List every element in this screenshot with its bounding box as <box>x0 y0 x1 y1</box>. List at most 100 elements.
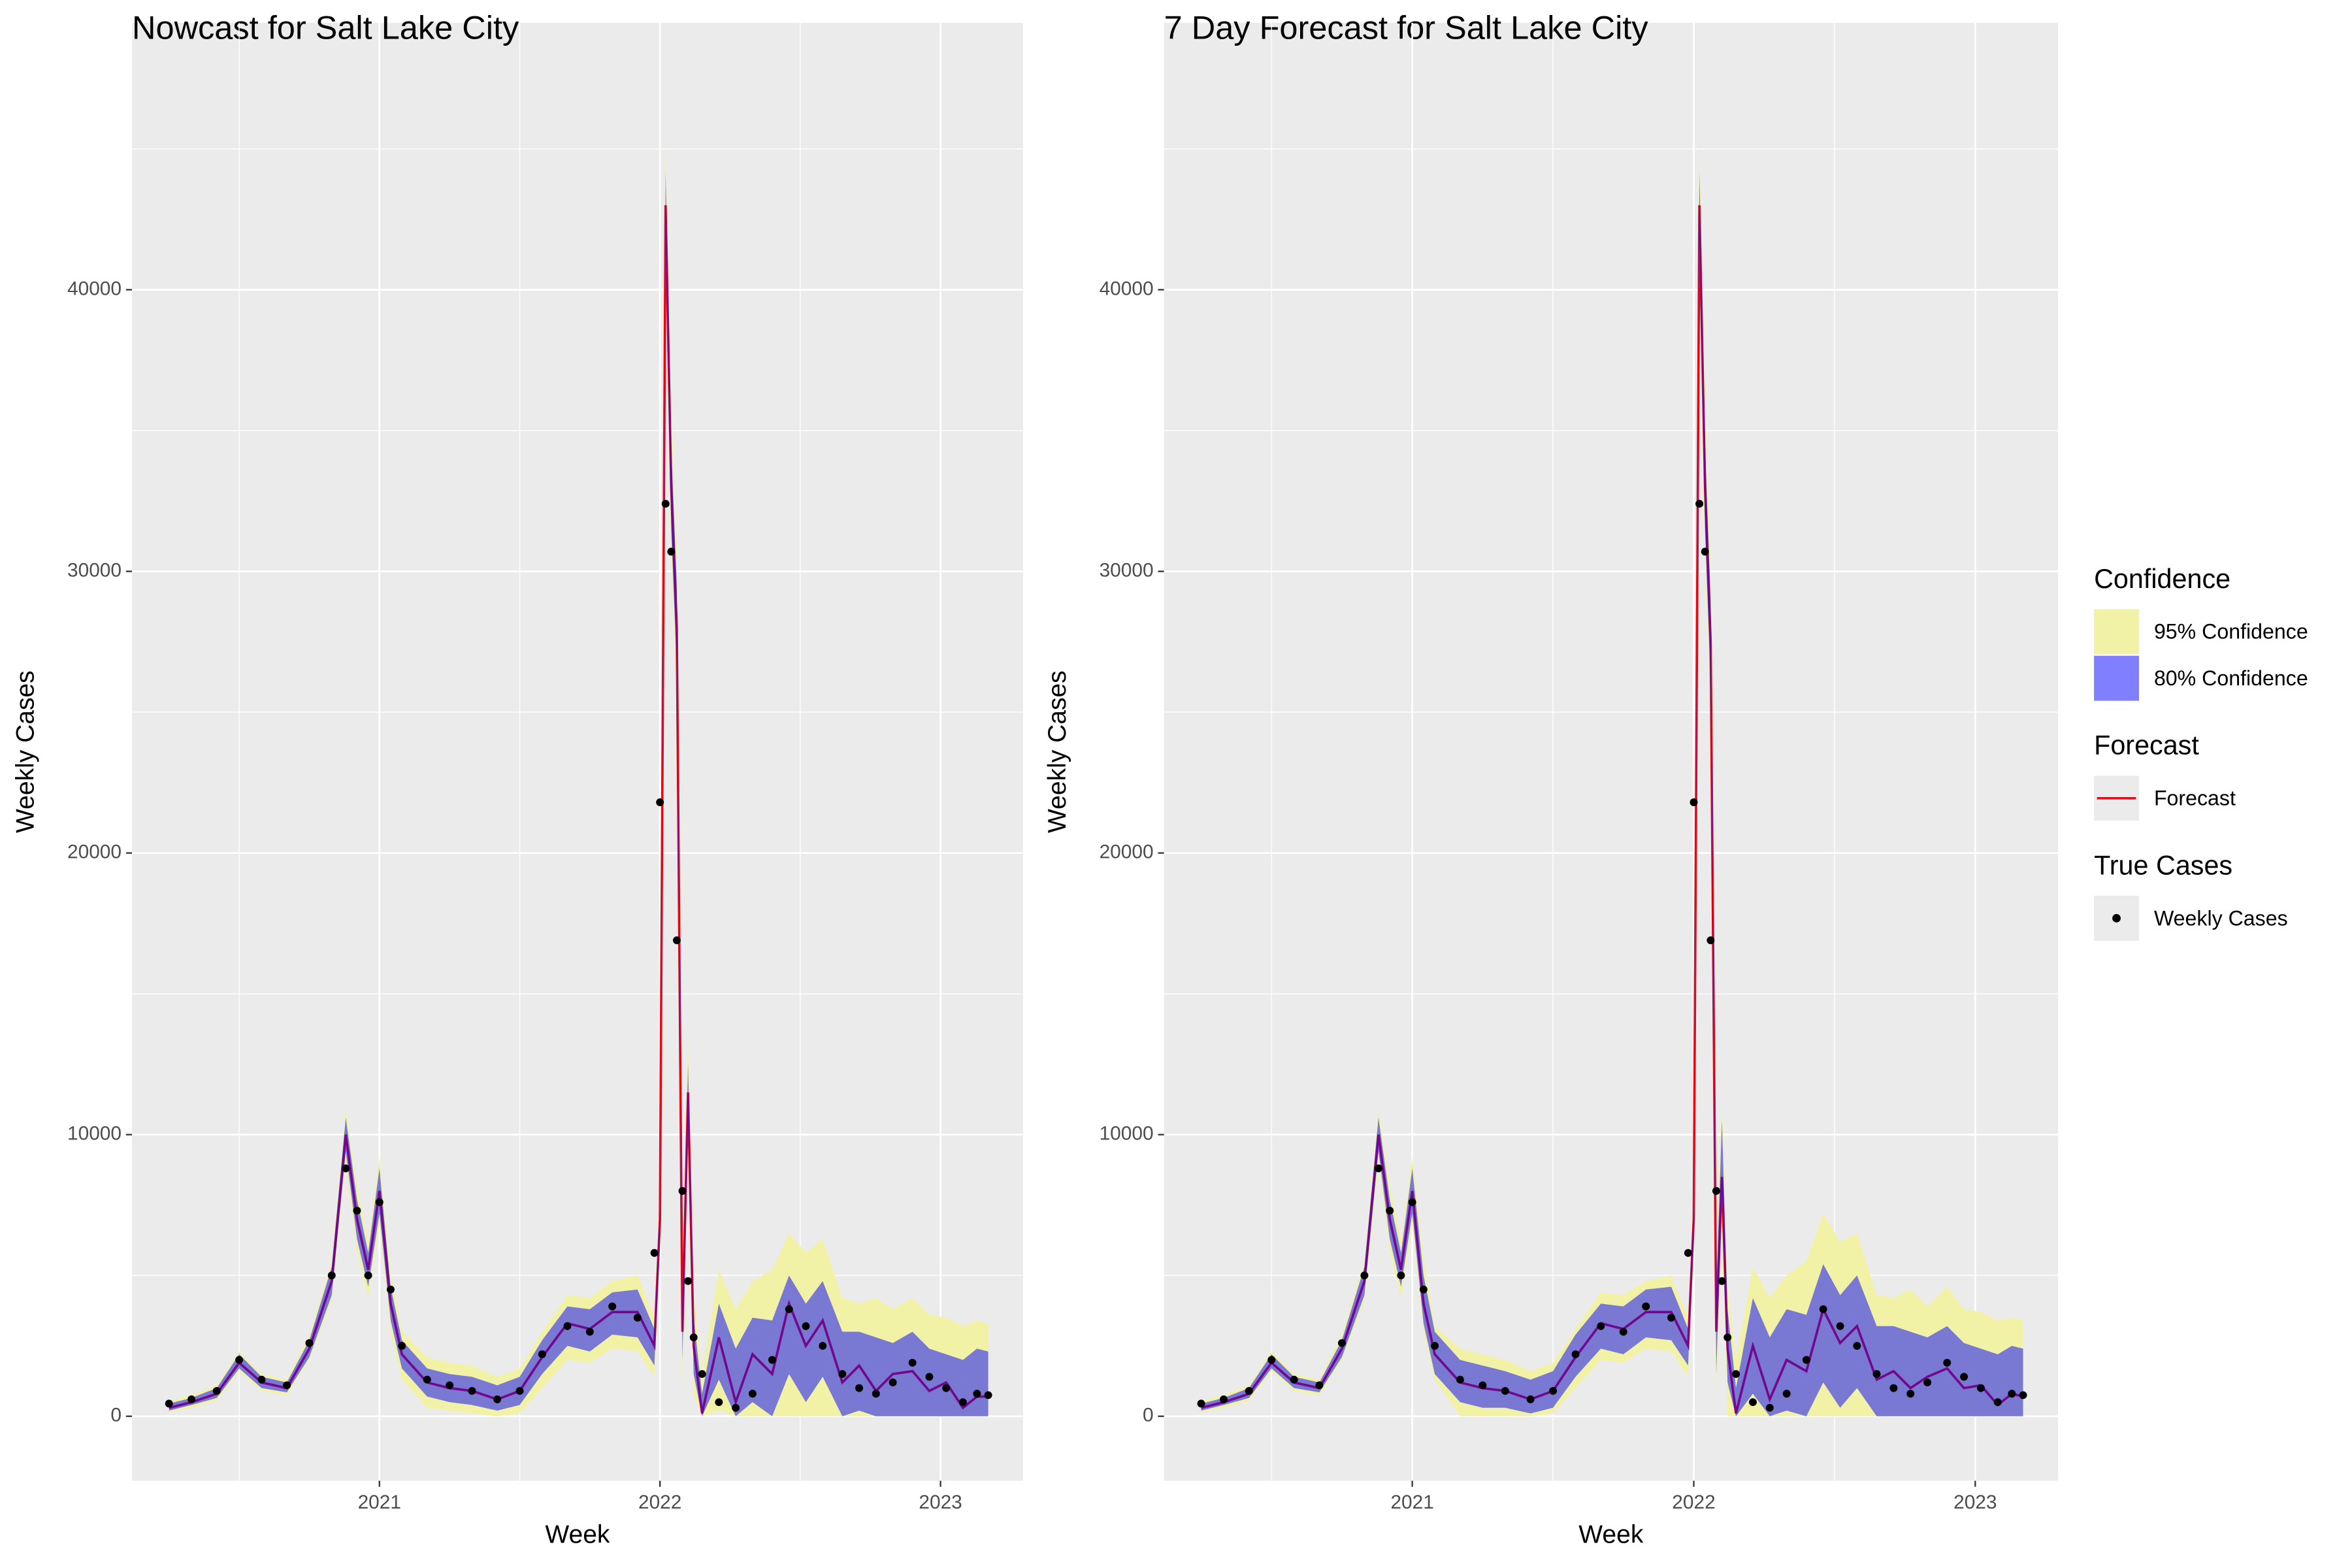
x-axis-label: Week <box>1578 1521 1644 1549</box>
legend-title: Forecast <box>2094 730 2199 760</box>
case-point <box>386 1285 395 1294</box>
case-point <box>342 1164 350 1173</box>
legend-label: Forecast <box>2154 787 2236 810</box>
case-point <box>698 1370 706 1379</box>
case-point <box>515 1386 524 1395</box>
case-point <box>375 1198 384 1207</box>
case-point <box>1220 1395 1228 1403</box>
case-point <box>1943 1358 1952 1367</box>
chart-title: 7 Day Forecast for Salt Lake City <box>1164 9 1649 46</box>
case-point <box>538 1350 546 1358</box>
case-point <box>872 1390 880 1398</box>
chart-title: Nowcast for Salt Lake City <box>132 9 519 46</box>
case-point <box>1245 1386 1253 1395</box>
case-point <box>353 1207 361 1215</box>
case-point <box>1765 1403 1774 1412</box>
y-tick-label: 0 <box>1143 1405 1154 1426</box>
case-point <box>785 1305 793 1313</box>
case-point <box>748 1390 757 1398</box>
case-point <box>889 1379 897 1386</box>
case-point <box>958 1398 967 1407</box>
y-tick-label: 10000 <box>1100 1123 1154 1145</box>
case-point <box>235 1356 244 1364</box>
case-point <box>1431 1342 1439 1350</box>
case-point <box>732 1403 740 1412</box>
case-point <box>1695 500 1704 508</box>
case-point <box>855 1384 864 1392</box>
case-point <box>1290 1375 1298 1384</box>
case-point <box>1501 1386 1509 1395</box>
case-point <box>1923 1379 1932 1386</box>
y-axis-label: Weekly Cases <box>1043 670 1071 833</box>
case-point <box>1960 1373 1968 1381</box>
case-point <box>1732 1370 1740 1379</box>
y-tick-label: 10000 <box>67 1123 122 1145</box>
case-point <box>1872 1370 1881 1379</box>
case-point <box>942 1384 951 1392</box>
case-point <box>493 1395 502 1403</box>
case-point <box>1197 1399 1205 1408</box>
case-point <box>1597 1322 1605 1330</box>
case-point <box>1397 1271 1405 1280</box>
case-point <box>1976 1384 1985 1392</box>
case-point <box>1571 1350 1580 1358</box>
y-tick-label: 30000 <box>67 559 122 581</box>
case-point <box>1360 1271 1369 1280</box>
case-point <box>1337 1339 1346 1347</box>
case-point <box>689 1333 698 1342</box>
legend-label: 80% Confidence <box>2154 666 2308 690</box>
case-point <box>1667 1313 1675 1322</box>
case-point <box>257 1375 266 1384</box>
case-point <box>364 1271 372 1280</box>
legend-title: Confidence <box>2094 564 2230 594</box>
y-tick-label: 40000 <box>1100 278 1154 299</box>
x-tick-label: 2023 <box>919 1492 962 1513</box>
case-point <box>468 1386 476 1395</box>
plot-marks <box>1197 143 2027 1416</box>
case-point <box>672 936 681 945</box>
case-point <box>1819 1305 1827 1313</box>
case-point <box>1690 798 1698 806</box>
case-point <box>423 1375 431 1384</box>
case-point <box>984 1391 992 1399</box>
x-tick-label: 2023 <box>1953 1492 1997 1513</box>
x-tick-label: 2021 <box>358 1492 401 1513</box>
case-point <box>327 1271 336 1280</box>
case-point <box>1619 1328 1627 1336</box>
case-point <box>1707 936 1715 945</box>
case-point <box>1701 547 1709 556</box>
y-tick-label: 20000 <box>1100 841 1154 862</box>
case-point <box>1723 1333 1732 1342</box>
case-point <box>608 1302 617 1311</box>
case-point <box>1456 1375 1464 1384</box>
case-point <box>1684 1249 1692 1257</box>
case-point <box>1267 1356 1276 1364</box>
case-point <box>446 1381 454 1390</box>
case-point <box>667 547 676 556</box>
y-tick-label: 0 <box>110 1405 122 1426</box>
x-axis-label: Week <box>545 1521 610 1549</box>
case-point <box>973 1390 981 1398</box>
case-point <box>398 1342 406 1350</box>
case-point <box>1549 1386 1558 1395</box>
case-point <box>1386 1207 1394 1215</box>
plot-marks <box>165 143 992 1416</box>
plot-panel <box>132 22 1023 1481</box>
plot-panel <box>1164 22 2058 1481</box>
case-point <box>802 1322 810 1330</box>
case-point <box>1642 1302 1650 1311</box>
y-tick-label: 40000 <box>67 278 122 299</box>
case-point <box>1374 1164 1382 1173</box>
case-point <box>1419 1285 1428 1294</box>
legend-key <box>2094 655 2139 701</box>
case-point <box>1993 1398 2002 1407</box>
x-tick-label: 2022 <box>638 1492 681 1513</box>
case-point <box>1836 1322 1844 1330</box>
case-point <box>1889 1384 1898 1392</box>
case-point <box>2008 1390 2016 1398</box>
case-point <box>1748 1398 1757 1407</box>
case-point <box>563 1322 572 1330</box>
case-point <box>1718 1277 1726 1285</box>
case-point <box>768 1356 776 1364</box>
case-point <box>715 1398 723 1407</box>
